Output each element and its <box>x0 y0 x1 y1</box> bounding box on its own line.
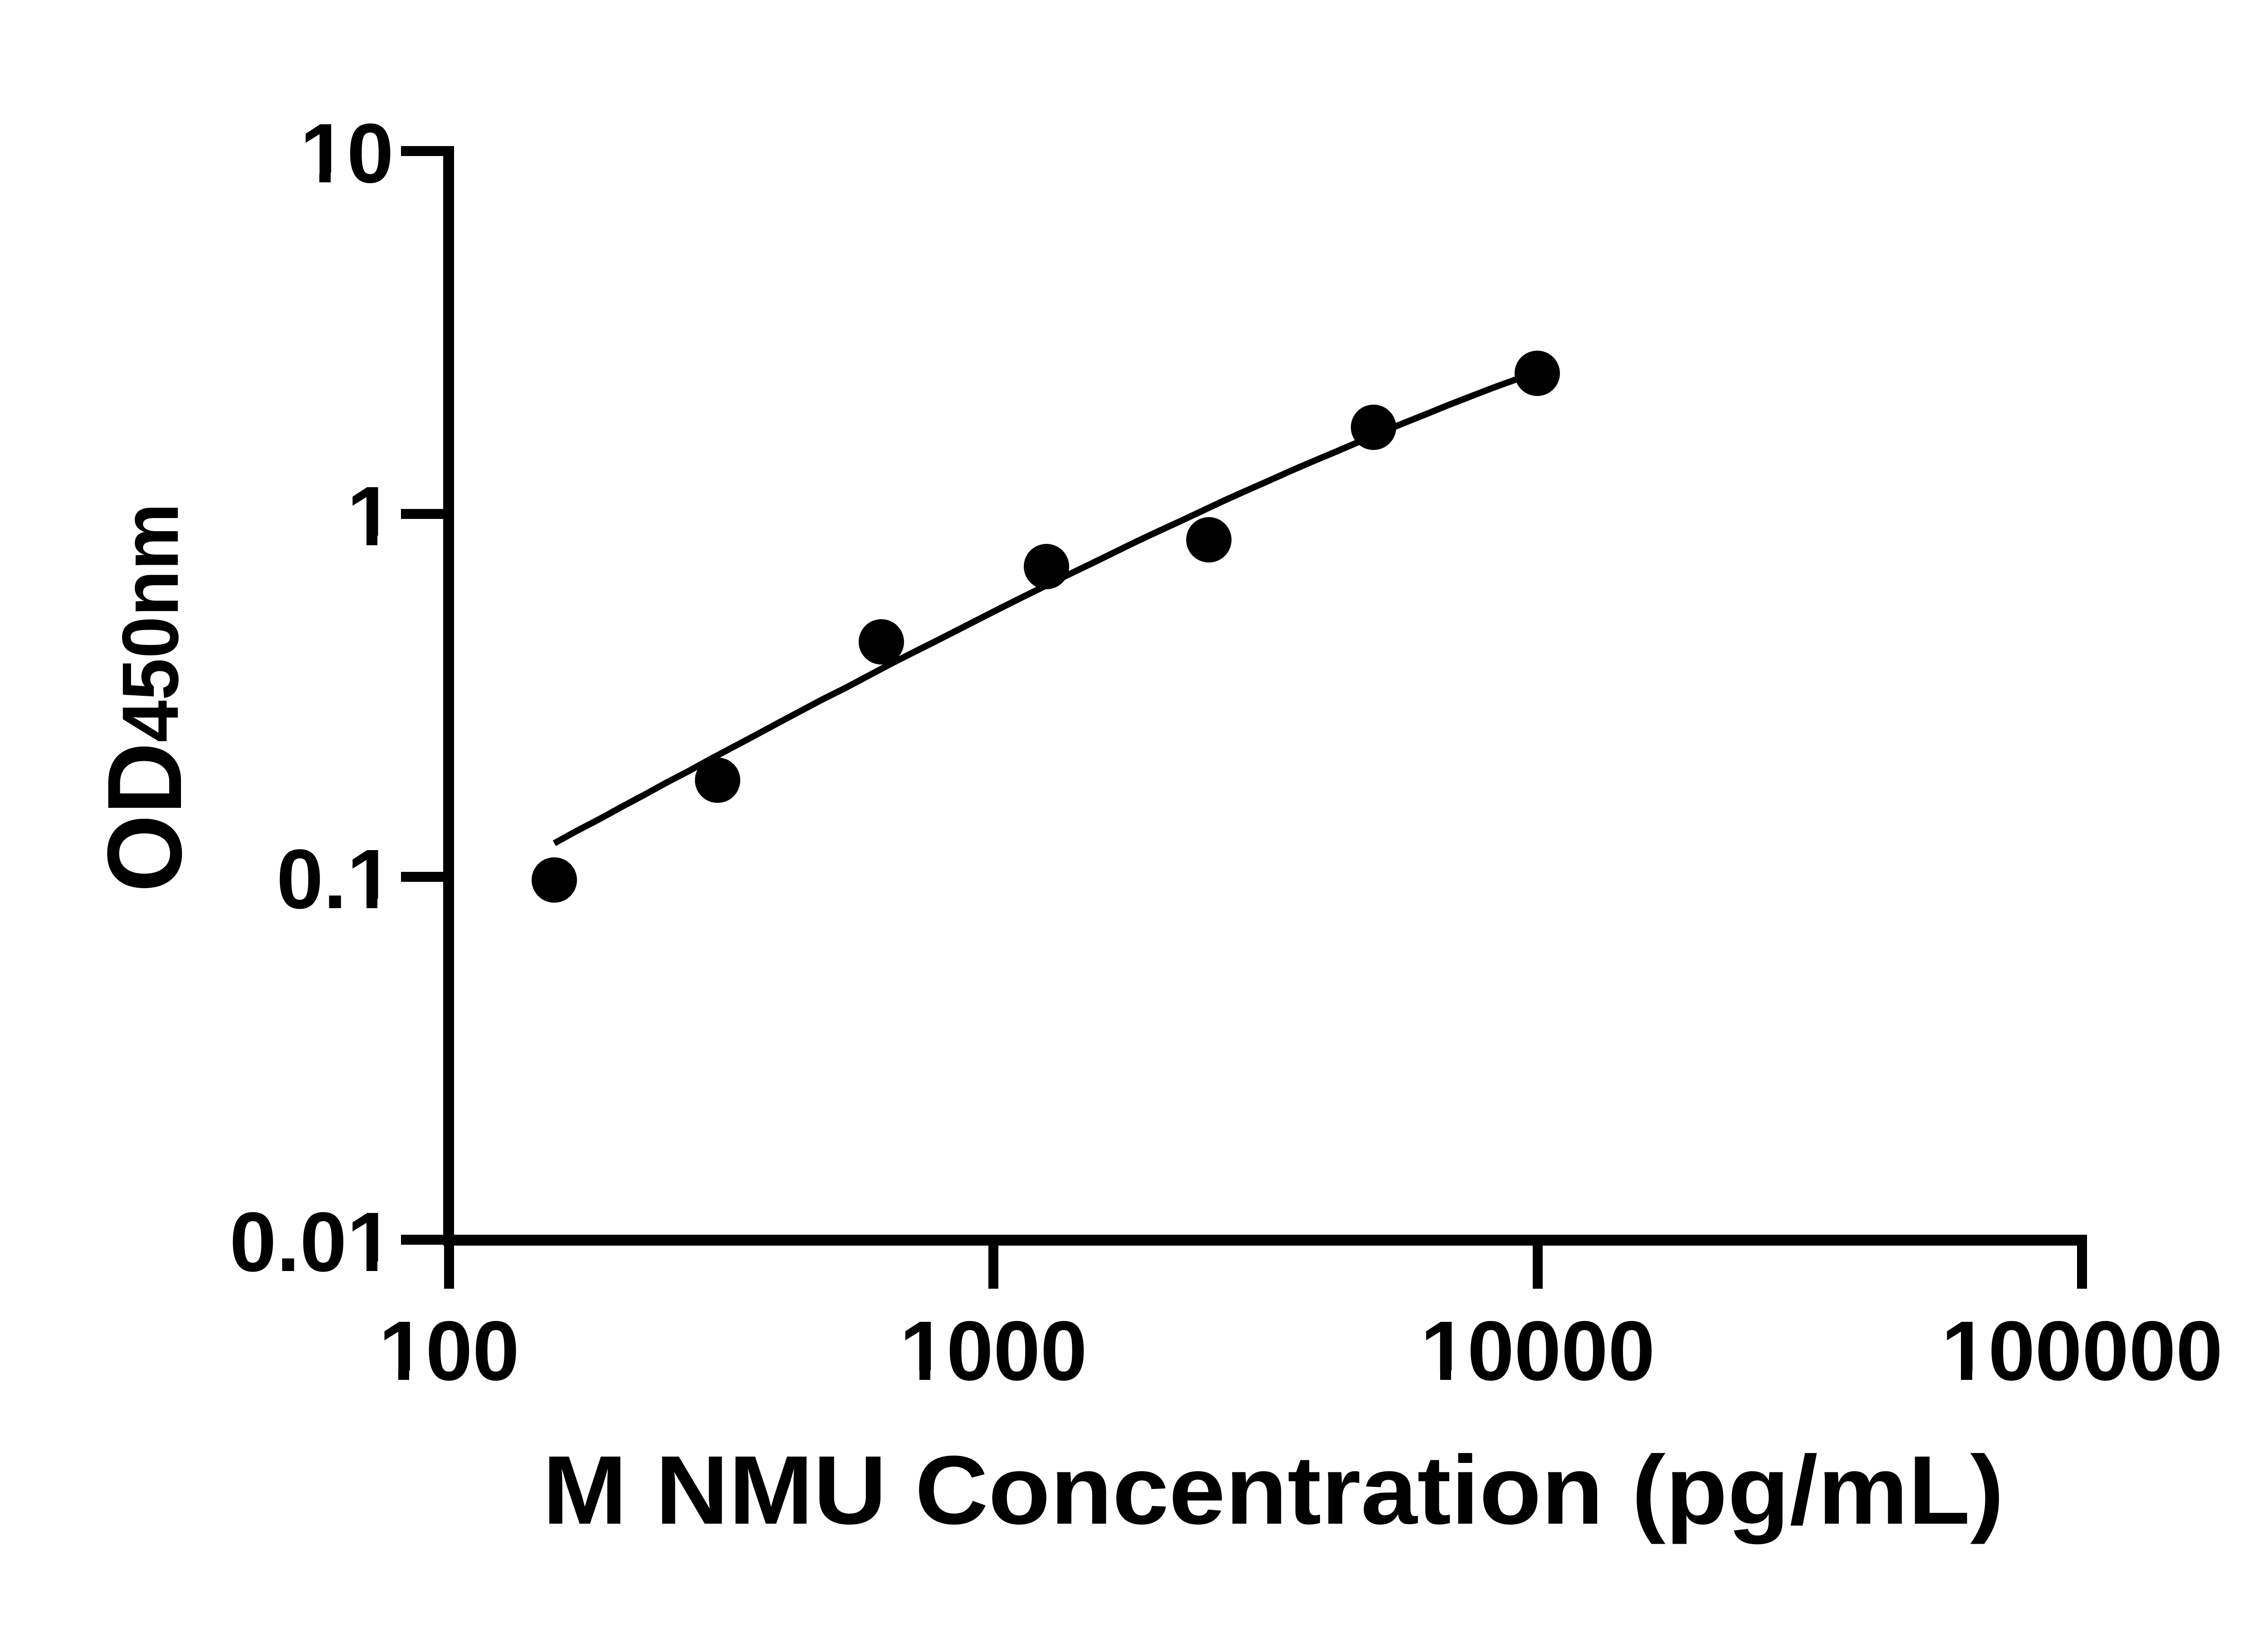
svg-text:10000: 10000 <box>1420 1304 1655 1398</box>
svg-text:0.1: 0.1 <box>276 832 394 926</box>
svg-text:1: 1 <box>347 469 394 563</box>
svg-text:M NMU Concentration (pg/mL): M NMU Concentration (pg/mL) <box>543 1435 2004 1545</box>
svg-text:10: 10 <box>300 107 394 200</box>
svg-text:100: 100 <box>379 1304 519 1398</box>
svg-text:100000: 100000 <box>1941 1304 2223 1398</box>
svg-text:1000: 1000 <box>899 1304 1087 1398</box>
svg-text:0.01: 0.01 <box>230 1195 394 1289</box>
